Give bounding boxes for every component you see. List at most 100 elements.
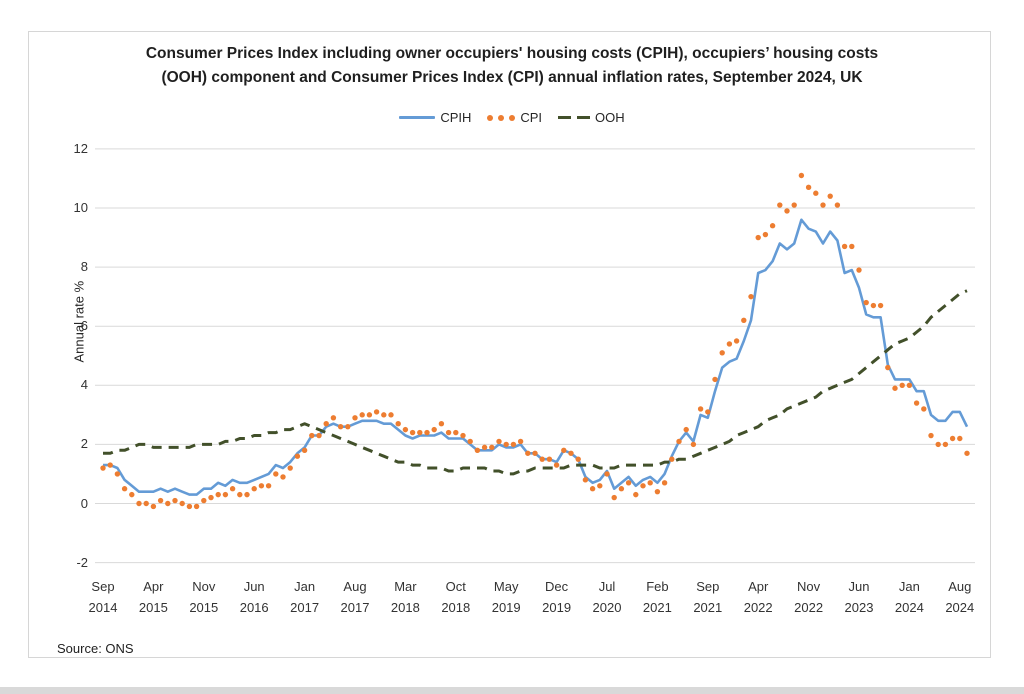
chart-title-line2: (OOH) component and Consumer Prices Inde…: [161, 69, 863, 86]
series-cpi-marker: [928, 432, 934, 439]
series-cpi-marker: [294, 453, 301, 459]
series-cpi-marker: [345, 423, 351, 430]
x-tick-label: Jan 2017: [290, 579, 320, 615]
chart-title: Consumer Prices Index including owner oc…: [0, 42, 1024, 90]
chart-legend: CPIH CPI OOH: [0, 110, 1024, 125]
series-cpi-marker: [553, 462, 560, 468]
series-cpi-marker: [546, 456, 553, 462]
series-cpi-marker: [208, 494, 214, 501]
series-cpi-marker: [813, 190, 819, 196]
series-cpi-marker: [309, 432, 315, 439]
series-cpi-marker: [589, 486, 596, 492]
series-cpi-marker: [892, 385, 898, 391]
series-cpi-marker: [316, 432, 322, 439]
series-cpi-marker: [957, 435, 963, 442]
series-cpi-marker: [597, 483, 603, 489]
x-tick-label: Dec 2019: [542, 579, 572, 615]
series-cpi-marker: [503, 441, 509, 448]
series-cpi-marker: [784, 208, 790, 214]
x-tick-label: May 2019: [491, 579, 521, 615]
series-cpi-marker: [561, 447, 567, 454]
series-cpi-marker: [186, 503, 193, 510]
series-cpi-marker: [640, 483, 646, 489]
y-tick-label: 10: [73, 200, 88, 215]
series-cpi-marker: [229, 486, 236, 492]
series-cpi-marker: [409, 429, 416, 436]
legend-item-cpih: CPIH: [399, 110, 471, 125]
x-tick-label: Jun 2016: [239, 579, 269, 615]
y-tick-label: 8: [80, 259, 88, 275]
x-tick-label: Apr 2022: [743, 579, 773, 615]
x-tick-label: Aug 2024: [945, 579, 975, 615]
series-cpi-marker: [460, 432, 466, 439]
series-cpi-marker: [575, 456, 581, 462]
cpih-line-swatch-icon: [399, 116, 436, 119]
series-cpi-marker: [949, 435, 956, 442]
series-cpi-marker: [381, 412, 387, 418]
series-cpi-marker: [618, 486, 625, 492]
series-cpi-marker: [366, 412, 373, 418]
series-cpi-marker: [172, 497, 178, 504]
y-tick-label: 0: [80, 495, 88, 511]
series-cpi-marker: [280, 474, 286, 480]
series-cpi-marker: [942, 441, 949, 448]
series-cpi-marker: [532, 450, 538, 456]
series-cpi-marker: [337, 423, 344, 430]
series-cpi-marker: [604, 471, 610, 477]
series-cpi-marker: [100, 465, 106, 471]
series-cpi-marker: [669, 456, 675, 462]
y-tick-label: -2: [76, 554, 88, 570]
series-cpi-marker: [424, 429, 430, 436]
x-tick-label: Aug 2017: [340, 579, 370, 615]
series-cpi-marker: [568, 450, 574, 456]
series-cpi-marker: [683, 426, 689, 433]
series-cpi-marker: [517, 438, 524, 445]
legend-item-ooh: OOH: [558, 110, 625, 125]
chart-title-line1: Consumer Prices Index including owner oc…: [145, 45, 879, 62]
x-tick-label: Sep 2021: [693, 579, 723, 615]
series-cpi-marker: [741, 317, 747, 323]
series-cpi-marker: [237, 491, 243, 498]
series-cpi-marker: [179, 500, 185, 507]
series-cpi-marker: [719, 350, 725, 356]
series-cpi-marker: [215, 491, 221, 498]
series-cpi-marker: [899, 382, 905, 388]
legend-item-cpi: CPI: [487, 110, 542, 125]
series-cpi-marker: [726, 341, 733, 347]
series-cpi-marker: [121, 486, 128, 492]
source-note: Source: ONS: [57, 641, 134, 656]
series-cpi-marker: [438, 421, 445, 427]
series-cpi-marker: [107, 462, 113, 468]
series-cpi-marker: [697, 406, 704, 412]
series-cpi-marker: [906, 382, 913, 388]
series-cpi-marker: [222, 491, 229, 498]
series-cpi-marker: [525, 450, 531, 456]
y-tick-label: 6: [80, 318, 88, 334]
x-tick-label: Mar 2018: [390, 579, 420, 615]
series-cpi-marker: [431, 426, 437, 433]
series-cpi-marker: [877, 302, 884, 309]
y-tick-label: 4: [80, 377, 88, 393]
series-cpi-marker: [611, 494, 617, 501]
series-cpi-marker: [935, 441, 941, 448]
cpi-dots-swatch-icon: [487, 114, 516, 121]
series-cpi-marker: [769, 223, 776, 229]
series-cpi-marker: [625, 480, 632, 486]
series-cpi-marker: [885, 364, 891, 371]
series-cpi-marker: [445, 429, 452, 436]
series-cpi-marker: [453, 429, 459, 436]
series-cpi-marker: [690, 441, 697, 448]
series-cpi-marker: [265, 483, 272, 489]
series-cpi-marker: [467, 438, 473, 445]
series-cpi-marker: [755, 234, 761, 241]
series-cpi-marker: [791, 202, 797, 208]
series-cpi-marker: [964, 450, 970, 456]
ooh-dashes-swatch-icon: [558, 116, 591, 119]
series-cpi-marker: [193, 503, 200, 510]
series-cpi-marker: [762, 231, 769, 238]
series-cpi-marker: [582, 477, 589, 483]
series-cpi-marker: [352, 415, 358, 421]
series-cpi-marker: [647, 480, 653, 486]
series-cpi-marker: [330, 415, 337, 421]
